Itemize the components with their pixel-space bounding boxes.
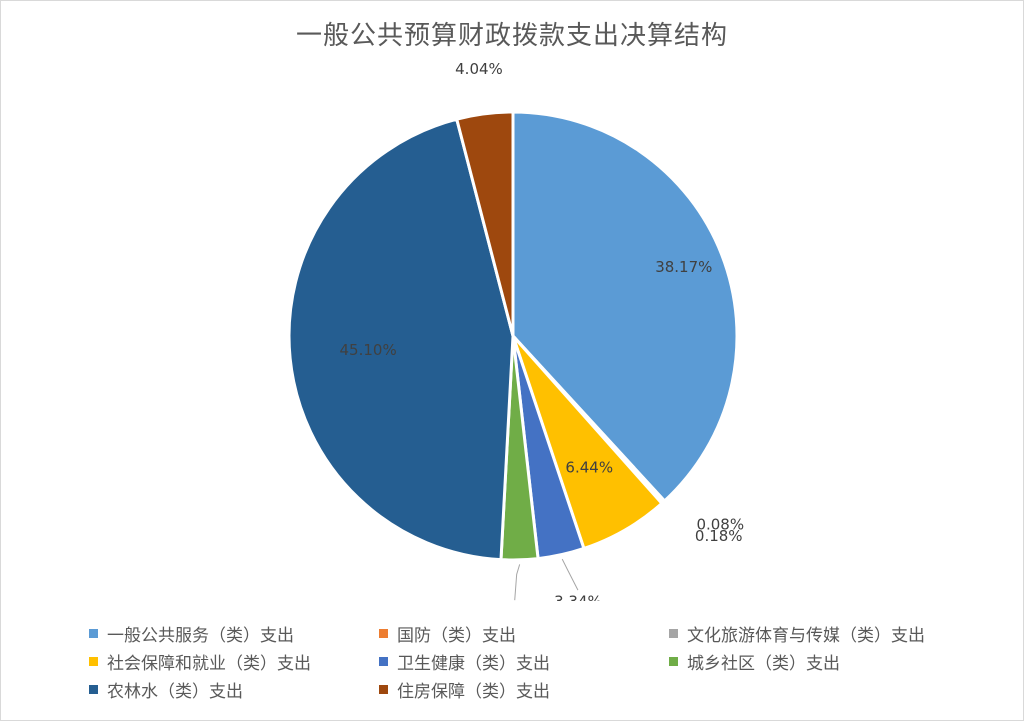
legend-label-2: 文化旅游体育与传媒（类）支出 — [687, 625, 925, 646]
legend-label-7: 住房保障（类）支出 — [397, 681, 550, 702]
legend-swatch-6 — [89, 684, 98, 694]
legend-label-4: 卫生健康（类）支出 — [397, 653, 550, 674]
legend-item-5: 城乡社区（类）支出 — [669, 650, 969, 674]
legend-swatch-1 — [379, 628, 388, 638]
legend-label-0: 一般公共服务（类）支出 — [107, 625, 294, 646]
legend-swatch-2 — [669, 628, 678, 638]
legend-item-0: 一般公共服务（类）支出 — [89, 622, 379, 646]
legend-label-6: 农林水（类）支出 — [107, 681, 243, 702]
data-label-7: 4.04% — [455, 60, 503, 78]
pie-slice-0 — [511, 110, 739, 504]
legend-label-1: 国防（类）支出 — [397, 625, 516, 646]
leader-line-4 — [561, 558, 579, 591]
legend-swatch-4 — [379, 656, 388, 666]
legend-item-2: 文化旅游体育与传媒（类）支出 — [669, 622, 969, 646]
data-label-6: 45.10% — [340, 341, 397, 359]
legend-item-1: 国防（类）支出 — [379, 622, 669, 646]
pie-slice-6 — [287, 117, 515, 562]
legend: 一般公共服务（类）支出 国防（类）支出 文化旅游体育与传媒（类）支出社会保障和就业（… — [89, 622, 989, 702]
legend-label-3: 社会保障和就业（类）支出 — [107, 653, 311, 674]
chart-title: 一般公共预算财政拨款支出决算结构 — [295, 21, 728, 51]
legend-swatch-5 — [669, 656, 678, 666]
data-label-3: 6.44% — [565, 458, 613, 476]
legend-label-5: 城乡社区（类）支出 — [687, 653, 840, 674]
legend-item-4: 卫生健康（类）支出 — [379, 650, 669, 674]
legend-swatch-7 — [379, 684, 388, 694]
pie-slice-7 — [454, 110, 515, 337]
data-label-1: 0.08% — [696, 516, 744, 534]
data-label-4: 3.34% — [554, 593, 602, 601]
legend-item-7: 住房保障（类）支出 — [379, 678, 669, 702]
pie-chart: 38.17%0.08%0.18%6.44%3.34%2.64%45.10%4.0… — [287, 60, 744, 601]
legend-swatch-3 — [89, 656, 98, 666]
data-label-0: 38.17% — [655, 258, 712, 276]
legend-item-3: 社会保障和就业（类）支出 — [89, 650, 379, 674]
legend-item-6: 农林水（类）支出 — [89, 678, 379, 702]
leader-line-5 — [514, 564, 521, 601]
data-label-2: 0.18% — [695, 527, 743, 545]
legend-swatch-0 — [89, 628, 98, 638]
